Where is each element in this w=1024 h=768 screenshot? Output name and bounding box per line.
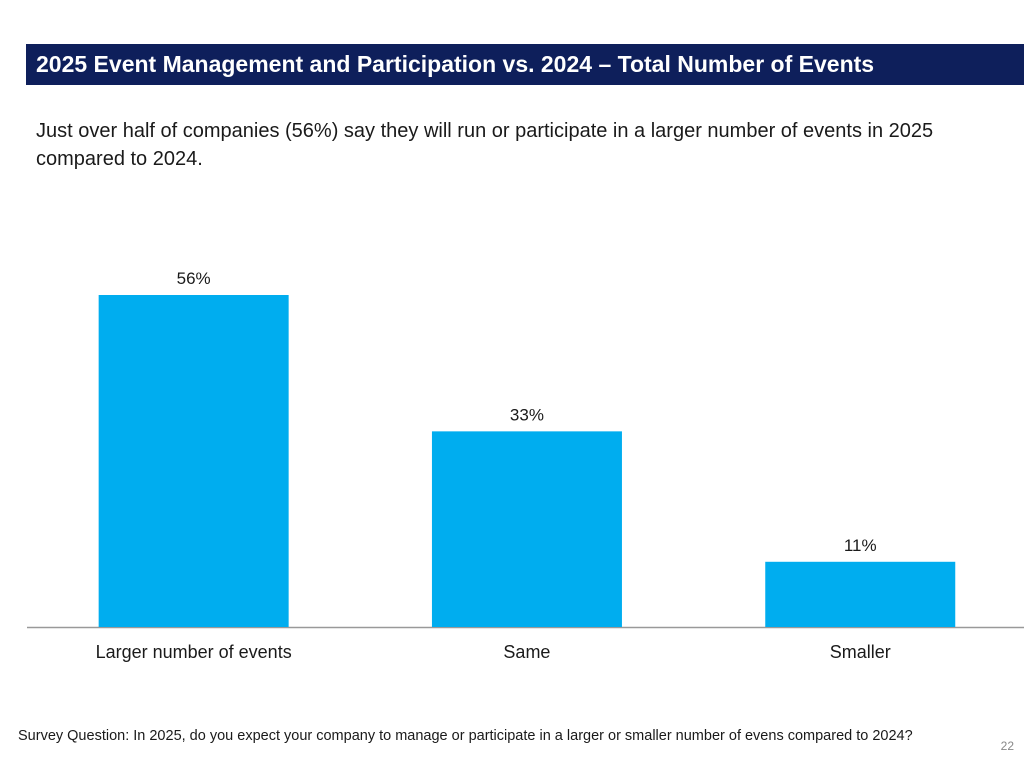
category-label-0: Larger number of events — [96, 642, 292, 662]
page-number: 22 — [1000, 739, 1014, 753]
data-label-2: 11% — [844, 536, 877, 555]
category-label-2: Smaller — [830, 642, 891, 662]
category-label-1: Same — [503, 642, 550, 662]
data-label-0: 56% — [177, 269, 211, 288]
bar-1 — [431, 431, 622, 627]
bar-2 — [765, 561, 956, 627]
slide-title: 2025 Event Management and Participation … — [26, 44, 1024, 85]
bar-0 — [98, 295, 289, 627]
data-label-1: 33% — [510, 405, 544, 424]
survey-question-footnote: Survey Question: In 2025, do you expect … — [18, 728, 913, 744]
slide-subtitle: Just over half of companies (56%) say th… — [36, 120, 934, 170]
